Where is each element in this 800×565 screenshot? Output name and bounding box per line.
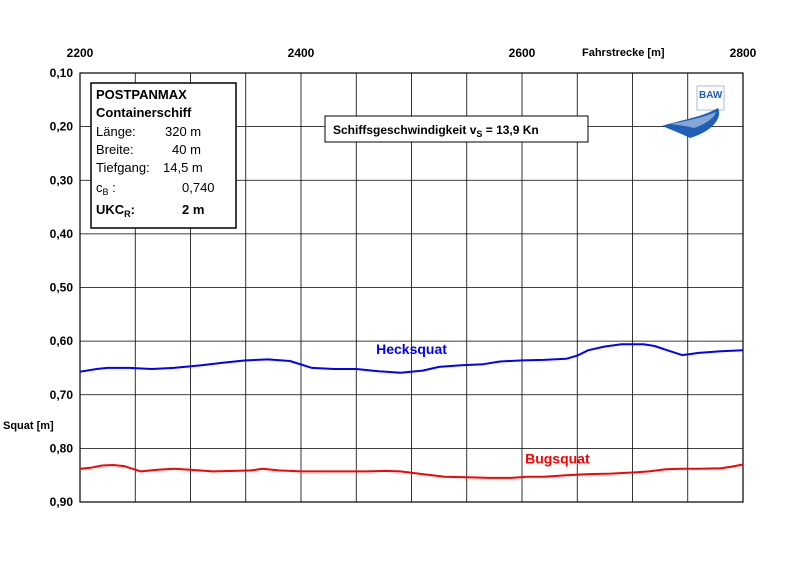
ship-width-label: Breite: <box>96 142 134 157</box>
series-line-hecksquat <box>79 343 744 374</box>
cb-subscript: B <box>103 187 109 197</box>
x-tick-label: 2200 <box>67 46 94 60</box>
y-tick-label: 0,50 <box>50 281 74 295</box>
series-annotations: Hecksquat Bugsquat <box>376 341 590 466</box>
y-tick-label: 0,80 <box>50 441 74 455</box>
speed-value: = 13,9 Kn <box>482 123 538 137</box>
baw-logo-wave-icon <box>662 108 720 138</box>
svg-text:cB :: cB : <box>96 180 116 197</box>
baw-logo: BAW <box>662 85 725 138</box>
axis-ticks: 2200 2400 2600 2800 0,10 0,20 0,30 0,40 0,50 0,60… <box>50 46 757 509</box>
speed-label: Schiffsgeschwindigkeit v <box>333 123 477 137</box>
ship-length-value: 320 m <box>165 124 201 139</box>
series-lines <box>79 343 744 479</box>
x-tick-label: 2600 <box>509 46 536 60</box>
ship-draught-value: 14,5 m <box>163 160 203 175</box>
x-axis-label: Fahrstrecke [m] <box>582 47 665 59</box>
x-tick-label: 2400 <box>288 46 315 60</box>
ukc-label: UKC <box>96 202 125 217</box>
y-tick-label: 0,70 <box>50 388 74 402</box>
ship-width-value: 40 m <box>172 142 201 157</box>
svg-text:Schiffsgeschwindigkeit vS = 13: Schiffsgeschwindigkeit vS = 13,9 Kn <box>333 123 539 139</box>
y-tick-label: 0,20 <box>50 120 74 134</box>
ukc-colon: : <box>131 202 135 217</box>
y-tick-label: 0,10 <box>50 66 74 80</box>
series-label-hecksquat: Hecksquat <box>376 341 447 357</box>
y-axis-label: Squat [m] <box>3 420 54 432</box>
ship-info-box: POSTPANMAX Containerschiff Länge: 320 m … <box>90 82 237 229</box>
y-tick-label: 0,40 <box>50 227 74 241</box>
ship-type: POSTPANMAX <box>96 87 187 102</box>
speed-subscript: S <box>476 129 482 139</box>
plot-frame <box>79 72 744 503</box>
cb-label: c <box>96 180 103 195</box>
svg-text:UKCR:: UKCR: <box>96 202 135 219</box>
y-tick-label: 0,60 <box>50 334 74 348</box>
ukc-subscript: R <box>124 209 131 219</box>
baw-logo-box <box>696 85 725 111</box>
baw-logo-text: BAW <box>699 90 723 101</box>
ship-class: Containerschiff <box>96 105 192 120</box>
series-line-bugsquat <box>79 463 744 479</box>
cb-value: 0,740 <box>182 180 215 195</box>
ship-draught-label: Tiefgang: <box>96 160 150 175</box>
series-label-bugsquat: Bugsquat <box>525 450 590 466</box>
y-tick-label: 0,90 <box>50 495 74 509</box>
x-tick-label: 2800 <box>730 46 757 60</box>
cb-colon: : <box>109 180 116 195</box>
baw-logo-wave-highlight-icon <box>670 112 716 128</box>
speed-box: Schiffsgeschwindigkeit vS = 13,9 Kn <box>324 115 589 143</box>
y-tick-label: 0,30 <box>50 173 74 187</box>
ukc-value: 2 m <box>182 202 204 217</box>
ship-length-label: Länge: <box>96 124 136 139</box>
